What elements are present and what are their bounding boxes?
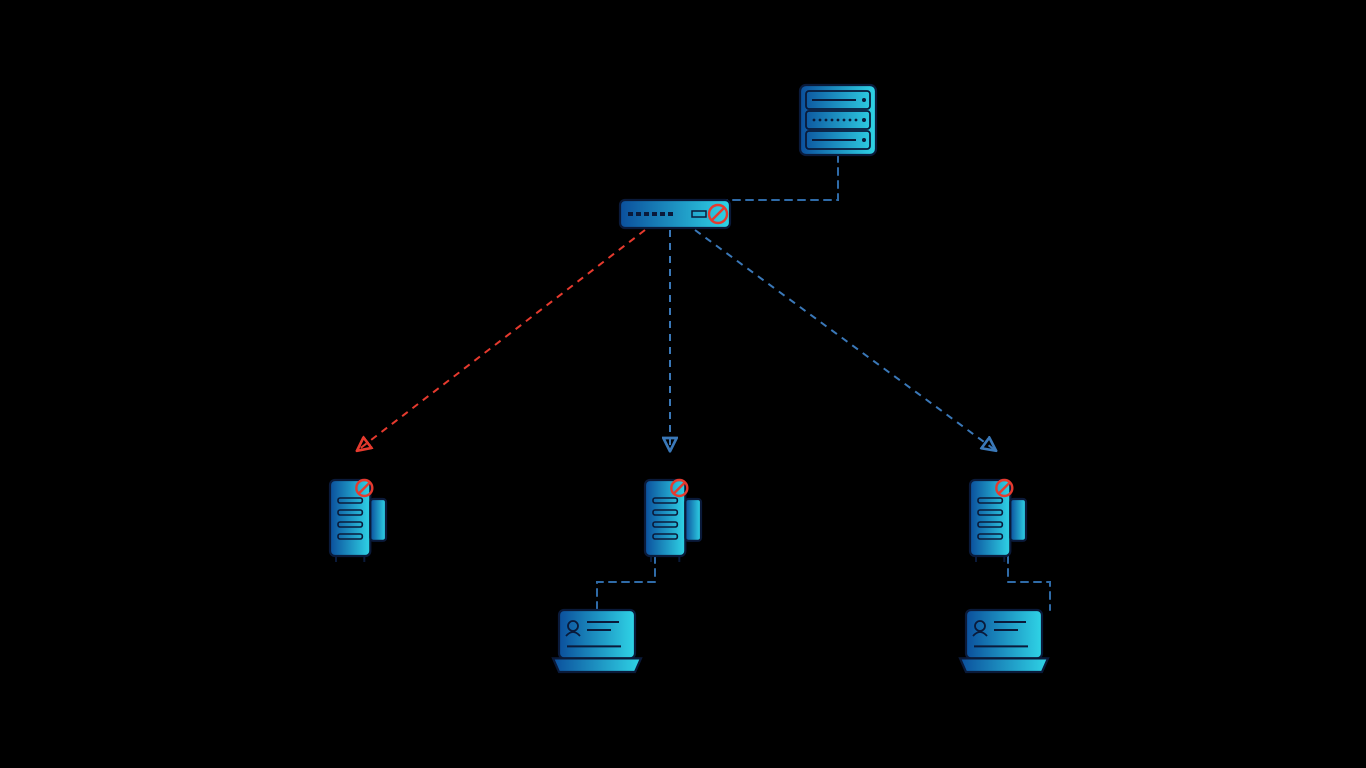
- server-icon: [800, 85, 876, 155]
- connector-server-switch: [718, 155, 838, 200]
- arrow-switch-routerL: [358, 230, 645, 450]
- arrow-switch-routerR: [695, 230, 995, 450]
- router-icon: [970, 480, 1026, 562]
- laptop-icon: [553, 610, 641, 672]
- network-diagram: [0, 0, 1366, 768]
- laptop-icon: [960, 610, 1048, 672]
- switch-icon: [620, 200, 730, 228]
- connector-routerR-laptopR: [1008, 556, 1050, 610]
- connector-routerM-laptopM: [597, 556, 655, 610]
- router-icon: [645, 480, 701, 562]
- router-icon: [330, 480, 386, 562]
